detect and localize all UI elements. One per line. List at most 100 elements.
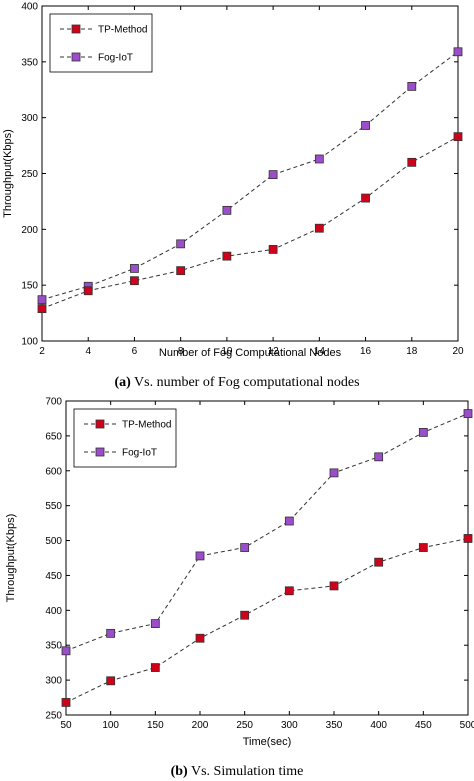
- x-tick-label: 150: [147, 720, 164, 731]
- legend-box: [73, 408, 177, 468]
- legend-label: TP-Method: [98, 25, 147, 36]
- data-point: [195, 633, 205, 643]
- data-point: [374, 557, 384, 567]
- y-tick-label: 550: [45, 501, 62, 512]
- x-tick-label: 18: [406, 346, 418, 357]
- caption-b-label: (b): [171, 764, 188, 779]
- y-tick-label: 450: [45, 571, 62, 582]
- x-tick-label: 400: [370, 720, 387, 731]
- x-tick-label: 8: [178, 346, 184, 357]
- y-tick-label: 250: [45, 711, 62, 722]
- data-point: [268, 170, 278, 180]
- y-tick-label: 650: [45, 431, 62, 442]
- x-tick-label: 14: [314, 346, 326, 357]
- legend-marker: [95, 447, 105, 457]
- y-tick-label: 700: [45, 397, 62, 408]
- x-tick-label: 350: [326, 720, 343, 731]
- data-point: [314, 223, 324, 233]
- caption-a: (a) Vs. number of Fog computational node…: [114, 375, 359, 390]
- x-tick-label: 6: [132, 346, 138, 357]
- y-tick-label: 200: [21, 225, 38, 236]
- caption-a-text: Vs. number of Fog computational nodes: [131, 375, 360, 390]
- data-point: [222, 205, 232, 215]
- data-point: [61, 646, 71, 656]
- data-point: [284, 516, 294, 526]
- plot-frame: [65, 400, 469, 716]
- legend-label: Fog-IoT: [122, 448, 157, 459]
- data-point: [83, 286, 93, 296]
- data-point: [329, 468, 339, 478]
- legend: TP-Method Fog-IoT: [73, 408, 177, 468]
- data-point: [268, 245, 278, 254]
- y-tick-label: 150: [21, 281, 38, 292]
- data-point: [314, 154, 324, 164]
- data-point: [407, 157, 417, 167]
- data-point: [130, 276, 139, 286]
- caption-b-text: Vs. Simulation time: [188, 764, 304, 779]
- data-point: [176, 266, 186, 276]
- y-tick-label: 300: [21, 113, 38, 124]
- legend-marker: [71, 52, 81, 62]
- data-point: [106, 676, 116, 686]
- chart-b: 50 100 150 200 250 300 350 400 450 500 250 300 350 40…: [5, 397, 474, 749]
- data-point: [61, 698, 71, 707]
- y-tick-label: 350: [21, 57, 38, 68]
- data-point: [130, 264, 139, 273]
- data-point: [361, 121, 370, 130]
- x-axis-title: Time(sec): [243, 736, 291, 748]
- data-point: [284, 586, 294, 596]
- x-tick-label: 20: [452, 346, 464, 357]
- y-axis-title: Throughput(Kbps): [5, 514, 17, 603]
- data-point: [329, 581, 339, 591]
- legend-label: TP-Method: [122, 420, 171, 431]
- x-tick-label: 450: [415, 720, 432, 731]
- data-point: [222, 251, 232, 261]
- x-tick-label: 300: [281, 720, 298, 731]
- data-point: [150, 663, 160, 672]
- series-line: [65, 413, 469, 652]
- x-tick-label: 2: [39, 346, 45, 357]
- series-fog-iot: [61, 409, 473, 656]
- data-point: [240, 610, 250, 620]
- data-point: [418, 427, 428, 437]
- y-tick-label: 300: [45, 676, 62, 687]
- data-point: [106, 628, 116, 638]
- data-point: [463, 534, 473, 543]
- data-point: [463, 409, 473, 418]
- data-point: [37, 295, 47, 305]
- series-tp-method: [37, 132, 463, 314]
- data-point: [407, 82, 417, 91]
- legend-marker: [71, 24, 81, 34]
- x-tick-label: 200: [192, 720, 209, 731]
- legend-label: Fog-IoT: [98, 53, 133, 64]
- series-line: [41, 51, 459, 301]
- legend-marker: [95, 419, 105, 429]
- data-point: [374, 452, 384, 462]
- x-tick-label: 250: [236, 720, 253, 731]
- data-point: [176, 239, 186, 249]
- y-tick-label: 500: [45, 536, 62, 547]
- legend-box: [49, 13, 153, 73]
- x-tick-label: 500: [460, 720, 474, 731]
- series-line: [41, 136, 459, 310]
- x-axis-title: Number of Fog Computational Nodes: [159, 347, 342, 359]
- data-point: [195, 551, 205, 561]
- series-tp-method: [61, 534, 473, 707]
- y-tick-label: 400: [45, 606, 62, 617]
- data-point: [418, 543, 428, 552]
- data-point: [37, 304, 47, 314]
- data-point: [453, 132, 463, 142]
- data-point: [150, 619, 160, 628]
- chart-a: 2 4 6 8 10 12 14 16 18 20 100 150 200 250 300 350 400 Num…: [2, 2, 464, 360]
- y-axis-title: Throughput(Kbps): [2, 129, 14, 218]
- y-tick-label: 600: [45, 466, 62, 477]
- y-tick-label: 400: [21, 2, 38, 13]
- legend: TP-Method Fog-IoT: [49, 13, 153, 73]
- data-point: [453, 47, 463, 57]
- y-tick-label: 250: [21, 169, 38, 180]
- caption-a-label: (a): [114, 375, 131, 390]
- x-tick-label: 50: [60, 720, 72, 731]
- caption-b: (b) Vs. Simulation time: [171, 764, 304, 779]
